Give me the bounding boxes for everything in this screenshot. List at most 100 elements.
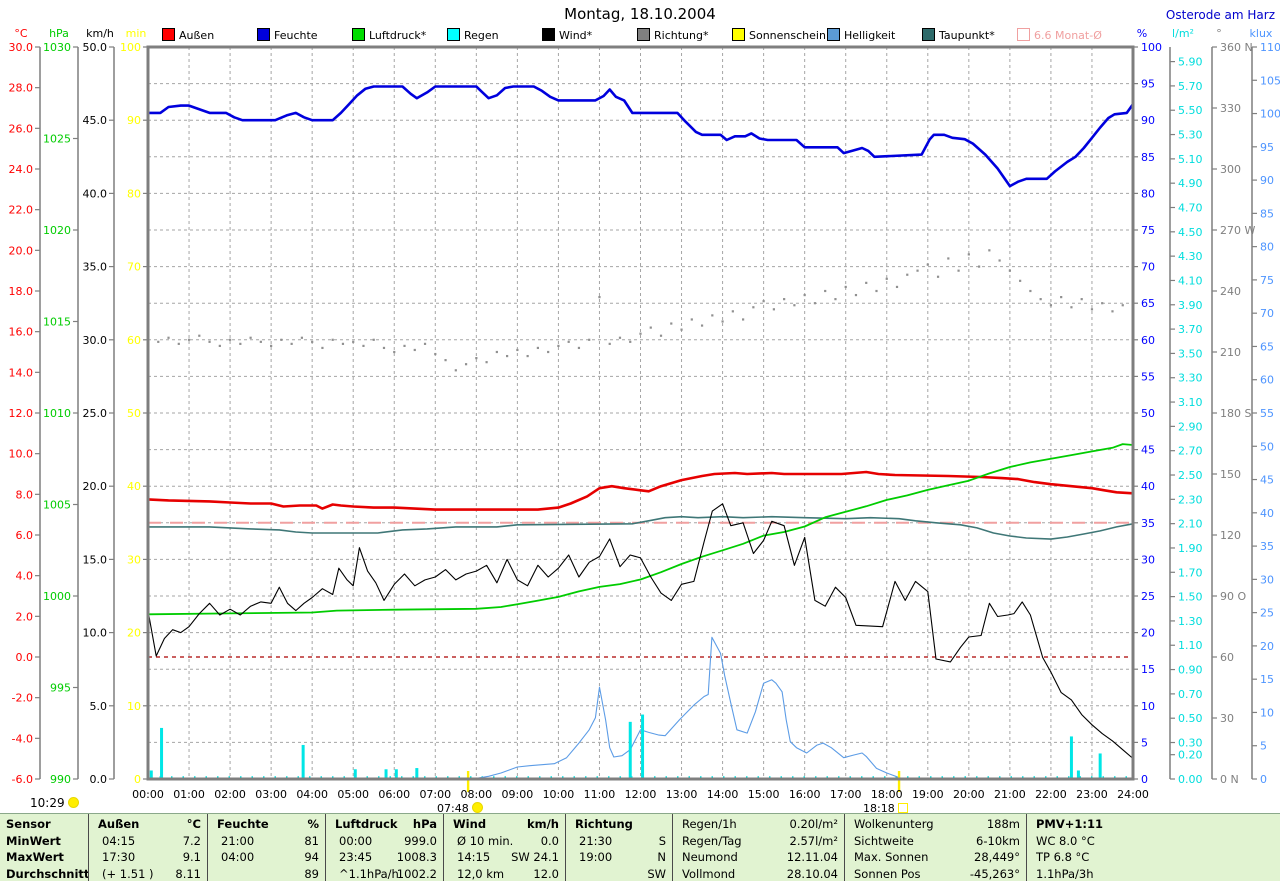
table-cell: SW (579, 866, 666, 881)
direction-dot (280, 338, 283, 341)
table-cell-value: 94 (304, 850, 319, 864)
legend-item: Feuchte (257, 28, 318, 42)
time-axis-label: 13:00 (666, 788, 698, 801)
direction-dot (1070, 306, 1073, 309)
direction-dot (813, 302, 817, 305)
rain-bar (1076, 770, 1080, 779)
axis-tick-label: 1010 (43, 407, 71, 420)
table-cell-value: 188m (986, 817, 1020, 831)
axis-tick-label: 0 (1141, 773, 1148, 786)
table-cell-text: 14:15 (457, 850, 491, 864)
axis-tick-label: 70 (1260, 307, 1274, 320)
direction-dot (577, 346, 581, 350)
axis-tick-label: 60 (1220, 651, 1234, 664)
rain-bar (160, 727, 164, 779)
table-cell: 23:45 1008.3 (339, 849, 437, 865)
direction-dot (721, 320, 724, 323)
table-cell-value: -45,263° (969, 866, 1020, 881)
table-cell-text: Feuchte (217, 817, 269, 831)
table-cell-value: km/h (526, 817, 559, 831)
time-axis-label: 23:00 (1076, 788, 1108, 801)
direction-dot (803, 293, 806, 297)
axis-tick-label: 30.0 (83, 334, 108, 347)
axis-tick-label: 20 (1260, 640, 1274, 653)
axis-tick-label: 3.10 (1178, 396, 1203, 409)
axis-tick-label: 85 (1141, 151, 1155, 164)
legend-label: Feuchte (274, 29, 318, 42)
axis-tick-label: 15 (1141, 663, 1155, 676)
direction-dot (259, 340, 262, 343)
table-cell-text: 00:00 (339, 833, 373, 848)
table-cell-text: (+ 1.51 ) (102, 866, 154, 881)
axis-tick-label: -2.0 (12, 692, 33, 705)
table-cell-text: PMV+1:11 (1036, 817, 1104, 831)
axis-tick-label: 0.70 (1178, 688, 1203, 701)
direction-dot (659, 334, 663, 337)
table-cell: Richtung (575, 816, 666, 832)
table-cell-value: 0.20l/m² (789, 817, 839, 831)
sunset-square-icon (897, 803, 908, 813)
direction-dot (1008, 269, 1011, 272)
table-cell-value: SW (647, 866, 666, 881)
table-cell: 19:00 N (579, 849, 666, 865)
direction-dot (700, 324, 704, 327)
axis-tick-label: 240 (1220, 285, 1241, 298)
axis-tick-label: 65 (1141, 297, 1155, 310)
table-cell: 89 (221, 866, 319, 881)
direction-dot (608, 342, 611, 345)
axis-tick-label: 30.0 (9, 41, 34, 54)
table-cell: Ø 10 min. 0.0 (457, 833, 559, 849)
axis-tick-label: 0.30 (1178, 737, 1203, 750)
direction-dot (567, 340, 570, 343)
table-column-divider (1026, 814, 1027, 881)
direction-dot (588, 338, 591, 341)
direction-dot (1101, 302, 1104, 305)
direction-dot (957, 269, 960, 272)
table-column-divider (88, 814, 89, 881)
direction-dot (690, 318, 693, 321)
axis-tick-label: 5 (1260, 740, 1267, 753)
table-cell: Regen/1h 0.20l/m² (682, 816, 838, 832)
direction-dot (875, 289, 878, 293)
table-cell-text: Max. Sonnen (854, 850, 929, 864)
axis-tick-label: 1.50 (1178, 591, 1203, 604)
direction-dot (936, 275, 940, 278)
legend-label: Außen (179, 29, 215, 42)
direction-dot (506, 354, 509, 358)
table-cell: ^1.1hPa/h 1002.2 (339, 866, 437, 881)
axis-tick-label: 22.0 (9, 204, 34, 217)
time-axis-label: 11:00 (584, 788, 616, 801)
axis-title-direction: ° (1216, 27, 1222, 40)
sunrise-time: 07:48 (437, 802, 469, 815)
direction-dot (998, 259, 1001, 262)
axis-tick-label: 105 (1260, 74, 1280, 87)
axis-tick-label: 5.10 (1178, 153, 1203, 166)
direction-dot (536, 346, 539, 350)
direction-dot (1049, 304, 1053, 307)
legend-item: Richtung* (637, 28, 708, 42)
table-column-divider (844, 814, 845, 881)
axis-tick-label: 3.50 (1178, 347, 1203, 360)
table-cell: Neumond 12.11.04 (682, 849, 838, 865)
axis-tick-label: 0.20 (1178, 749, 1203, 762)
time-axis-label: 00:00 (132, 788, 164, 801)
axis-tick-label: 210 (1220, 346, 1241, 359)
axis-tick-label: 0.0 (90, 773, 108, 786)
axis-tick-label: 10 (127, 700, 141, 713)
axis-title-pressure: hPa (49, 27, 69, 40)
table-cell: Sonnen Pos -45,263° (854, 866, 1020, 881)
axis-tick-label: 330 (1220, 102, 1241, 115)
legend-swatch-icon (447, 28, 460, 41)
legend-swatch-icon (827, 28, 840, 41)
direction-dot (967, 253, 970, 256)
table-cell: 1.1hPa/3h (1036, 866, 1274, 881)
legend-swatch-icon (732, 28, 745, 41)
legend-item: Taupunkt* (922, 28, 995, 42)
direction-dot (731, 310, 734, 313)
direction-dot (177, 342, 180, 345)
axis-tick-label: 45 (1260, 474, 1274, 487)
direction-dot (321, 346, 324, 350)
table-cell: MaxWert (6, 849, 88, 865)
legend-item: Sonnenschein (732, 28, 826, 42)
table-cell-value: S (658, 833, 666, 848)
